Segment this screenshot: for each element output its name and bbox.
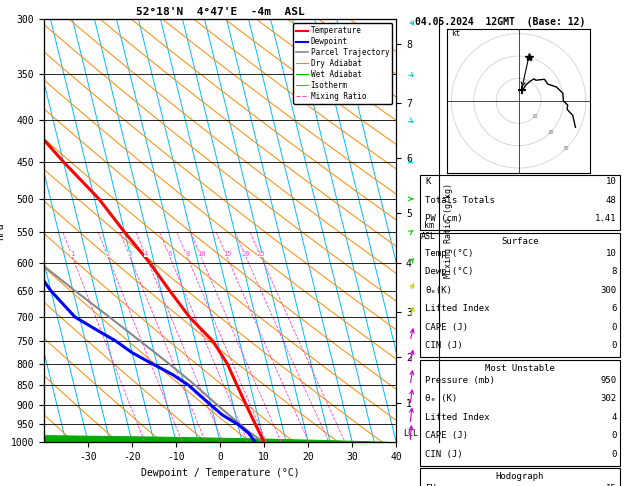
Text: 302: 302 xyxy=(600,394,616,403)
Text: 8: 8 xyxy=(611,267,616,277)
Text: CIN (J): CIN (J) xyxy=(425,341,463,350)
Text: 10: 10 xyxy=(532,114,538,119)
Text: 6: 6 xyxy=(611,304,616,313)
Text: 30: 30 xyxy=(563,146,569,151)
Text: CAPE (J): CAPE (J) xyxy=(425,431,468,440)
Text: CIN (J): CIN (J) xyxy=(425,450,463,459)
Text: CAPE (J): CAPE (J) xyxy=(425,323,468,332)
Text: 1.41: 1.41 xyxy=(595,214,616,224)
Text: θₑ(K): θₑ(K) xyxy=(425,286,452,295)
Text: 10: 10 xyxy=(606,177,616,187)
Y-axis label: hPa: hPa xyxy=(0,222,5,240)
Text: 950: 950 xyxy=(600,376,616,385)
Text: Dewp (°C): Dewp (°C) xyxy=(425,267,474,277)
X-axis label: Dewpoint / Temperature (°C): Dewpoint / Temperature (°C) xyxy=(141,468,299,478)
Text: Lifted Index: Lifted Index xyxy=(425,413,490,422)
Text: 25: 25 xyxy=(257,251,265,257)
Text: 48: 48 xyxy=(606,196,616,205)
Title: 52°18'N  4°47'E  -4m  ASL: 52°18'N 4°47'E -4m ASL xyxy=(136,7,304,17)
Text: Lifted Index: Lifted Index xyxy=(425,304,490,313)
Text: kt: kt xyxy=(452,29,460,38)
Text: 6: 6 xyxy=(168,251,172,257)
Text: Pressure (mb): Pressure (mb) xyxy=(425,376,495,385)
Text: 04.05.2024  12GMT  (Base: 12): 04.05.2024 12GMT (Base: 12) xyxy=(415,17,585,27)
Text: Hodograph: Hodograph xyxy=(496,472,544,481)
Text: 20: 20 xyxy=(242,251,250,257)
Text: 1: 1 xyxy=(70,251,74,257)
Text: 4: 4 xyxy=(144,251,148,257)
Text: 10: 10 xyxy=(197,251,205,257)
Text: 10: 10 xyxy=(606,249,616,258)
Y-axis label: Mixing Ratio (g/kg): Mixing Ratio (g/kg) xyxy=(444,183,453,278)
Text: Totals Totals: Totals Totals xyxy=(425,196,495,205)
Text: 4: 4 xyxy=(611,413,616,422)
Text: 0: 0 xyxy=(611,450,616,459)
Text: 3: 3 xyxy=(128,251,132,257)
Legend: Temperature, Dewpoint, Parcel Trajectory, Dry Adiabat, Wet Adiabat, Isotherm, Mi: Temperature, Dewpoint, Parcel Trajectory… xyxy=(293,23,392,104)
Text: Most Unstable: Most Unstable xyxy=(485,364,555,373)
Text: Surface: Surface xyxy=(501,237,538,246)
Text: 300: 300 xyxy=(600,286,616,295)
Text: EH: EH xyxy=(425,484,436,486)
Text: θₑ (K): θₑ (K) xyxy=(425,394,457,403)
Text: 0: 0 xyxy=(611,323,616,332)
Text: 2: 2 xyxy=(106,251,110,257)
Text: PW (cm): PW (cm) xyxy=(425,214,463,224)
Text: 15: 15 xyxy=(223,251,231,257)
Text: 0: 0 xyxy=(611,431,616,440)
Text: Temp (°C): Temp (°C) xyxy=(425,249,474,258)
Text: 8: 8 xyxy=(185,251,189,257)
Text: 20: 20 xyxy=(547,130,554,135)
Text: 0: 0 xyxy=(611,341,616,350)
Text: LCL: LCL xyxy=(403,429,418,438)
Text: 15: 15 xyxy=(606,484,616,486)
Y-axis label: km
ASL: km ASL xyxy=(421,221,436,241)
Text: K: K xyxy=(425,177,431,187)
